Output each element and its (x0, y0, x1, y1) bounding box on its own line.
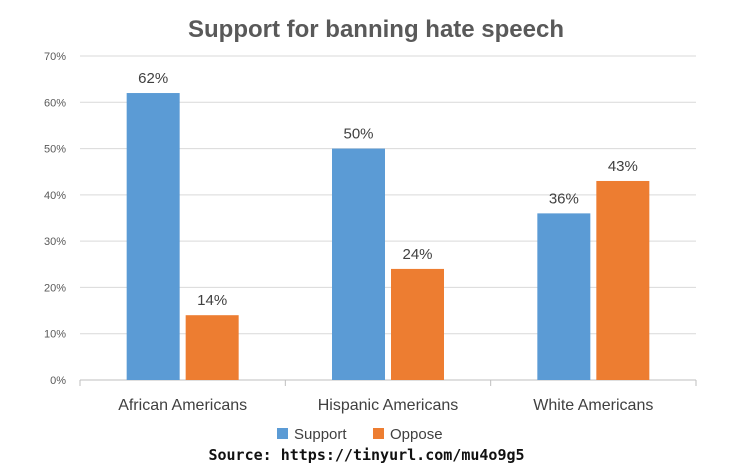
chart-title: Support for banning hate speech (188, 16, 564, 43)
legend-swatch-support (277, 428, 288, 439)
source-caption: Source: https://tinyurl.com/mu4o9g5 (208, 446, 525, 464)
data-label: 43% (608, 158, 638, 175)
x-tick-label: White Americans (533, 397, 653, 414)
y-tick-label: 70% (44, 51, 66, 63)
bar-oppose-3 (596, 180, 650, 380)
bar-oppose-1 (185, 315, 239, 380)
bar-support-3 (537, 213, 591, 380)
data-label: 24% (402, 246, 432, 263)
y-tick-label: 30% (44, 236, 66, 248)
y-tick-label: 10% (44, 329, 66, 341)
data-label: 50% (343, 126, 373, 143)
data-label: 14% (197, 292, 227, 309)
x-tick-label: African Americans (118, 397, 247, 414)
data-label: 62% (138, 70, 168, 87)
y-tick-label: 40% (44, 190, 66, 202)
y-tick-label: 20% (44, 282, 66, 294)
legend-label-oppose: Oppose (390, 426, 443, 443)
legend-swatch-oppose (373, 428, 384, 439)
legend-label-support: Support (294, 426, 347, 443)
data-label: 36% (549, 190, 579, 207)
bar-support-2 (332, 148, 385, 380)
y-tick-label: 60% (44, 97, 66, 109)
x-tick-label: Hispanic Americans (318, 397, 459, 414)
bar-oppose-2 (391, 268, 444, 380)
y-tick-label: 0% (50, 375, 66, 387)
y-tick-label: 50% (44, 144, 66, 156)
bar-support-1 (126, 93, 180, 381)
